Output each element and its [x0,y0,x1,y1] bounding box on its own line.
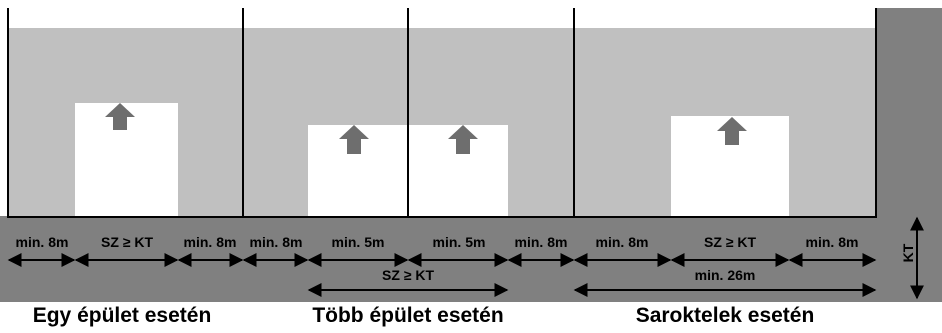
label-sarok-2: SZ ≥ KT [703,234,757,250]
label-sarok-total: min. 26m [694,267,756,283]
up-arrow-icon [105,103,135,130]
label-tobb-3: min. 5m [432,234,486,250]
label-tobb-4: min. 8m [514,234,568,250]
caption-tobb: Több épület esetén [312,304,504,327]
caption-sarok: Saroktelek esetén [635,304,815,327]
street-strip-right [876,8,942,302]
label-egy-1: min. 8m [15,234,69,250]
up-arrow-icon [717,117,747,145]
label-tobb-1: min. 8m [249,234,303,250]
up-arrow-icon [339,125,369,154]
up-arrow-icon [448,125,478,154]
label-egy-3: min. 8m [183,234,237,250]
label-tobb-total: SZ ≥ KT [381,267,435,283]
label-sarok-3: min. 8m [805,234,859,250]
label-sarok-1: min. 8m [595,234,649,250]
caption-egy: Egy épület esetén [32,304,212,327]
label-kt-side: KT [900,243,916,263]
label-tobb-2: min. 5m [331,234,385,250]
label-egy-2: SZ ≥ KT [100,234,154,250]
